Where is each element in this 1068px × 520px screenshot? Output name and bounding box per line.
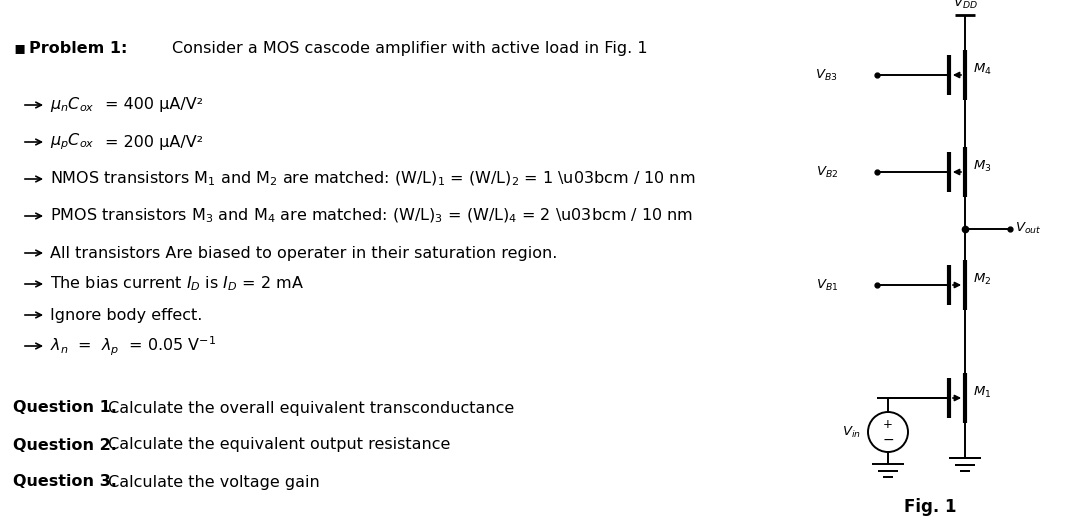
Text: $V_{in}$: $V_{in}$ bbox=[843, 424, 861, 439]
Text: $V_{DD}$: $V_{DD}$ bbox=[953, 0, 977, 11]
Text: Ignore body effect.: Ignore body effect. bbox=[50, 307, 202, 322]
Text: = 400 μA/V²: = 400 μA/V² bbox=[105, 98, 203, 112]
Text: All transistors Are biased to operater in their saturation region.: All transistors Are biased to operater i… bbox=[50, 245, 557, 261]
Text: +: + bbox=[883, 418, 893, 431]
Text: Problem 1:: Problem 1: bbox=[29, 41, 127, 56]
Text: Calculate the voltage gain: Calculate the voltage gain bbox=[104, 474, 320, 489]
Text: $V_{B2}$: $V_{B2}$ bbox=[816, 164, 838, 179]
Text: Question 1.: Question 1. bbox=[13, 400, 116, 415]
Text: Question 2.: Question 2. bbox=[13, 437, 116, 452]
Text: PMOS transistors M$_3$ and M$_4$ are matched: (W/L)$_3$ = (W/L)$_4$ = 2 \u03bcm : PMOS transistors M$_3$ and M$_4$ are mat… bbox=[50, 207, 693, 225]
Text: $M_2$: $M_2$ bbox=[973, 271, 991, 287]
Text: $V_{out}$: $V_{out}$ bbox=[1015, 221, 1041, 236]
Text: Fig. 1: Fig. 1 bbox=[904, 498, 956, 516]
Text: $V_{B3}$: $V_{B3}$ bbox=[816, 68, 838, 83]
Text: Consider a MOS cascode amplifier with active load in Fig. 1: Consider a MOS cascode amplifier with ac… bbox=[172, 41, 647, 56]
Text: $\mu_n C_{ox}$: $\mu_n C_{ox}$ bbox=[50, 96, 95, 114]
Text: $M_3$: $M_3$ bbox=[973, 159, 991, 174]
Text: $\lambda_n$  =  $\lambda_p$  = 0.05 V$^{-1}$: $\lambda_n$ = $\lambda_p$ = 0.05 V$^{-1}… bbox=[50, 334, 217, 358]
Text: NMOS transistors M$_1$ and M$_2$ are matched: (W/L)$_1$ = (W/L)$_2$ = 1 \u03bcm : NMOS transistors M$_1$ and M$_2$ are mat… bbox=[50, 170, 695, 188]
Text: $M_1$: $M_1$ bbox=[973, 384, 991, 399]
Text: ▪: ▪ bbox=[13, 39, 26, 57]
Text: $M_4$: $M_4$ bbox=[973, 61, 992, 76]
Text: $\mu_p C_{ox}$: $\mu_p C_{ox}$ bbox=[50, 132, 95, 152]
Text: Calculate the overall equivalent transconductance: Calculate the overall equivalent transco… bbox=[104, 400, 515, 415]
Text: = 200 μA/V²: = 200 μA/V² bbox=[105, 135, 203, 150]
Text: $V_{B1}$: $V_{B1}$ bbox=[816, 278, 838, 293]
Text: −: − bbox=[882, 433, 894, 447]
Text: Calculate the equivalent output resistance: Calculate the equivalent output resistan… bbox=[104, 437, 451, 452]
Text: Question 3.: Question 3. bbox=[13, 474, 116, 489]
Text: The bias current $I_D$ is $I_D$ = 2 mA: The bias current $I_D$ is $I_D$ = 2 mA bbox=[50, 275, 304, 293]
